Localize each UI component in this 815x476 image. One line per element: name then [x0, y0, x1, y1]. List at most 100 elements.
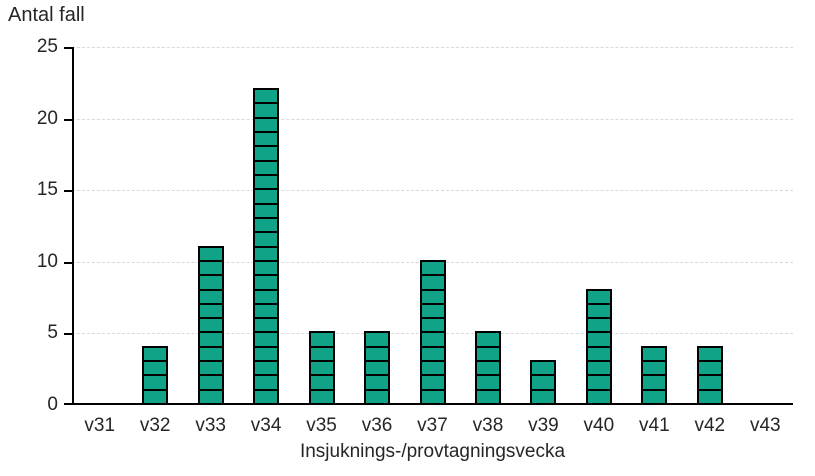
bar-segment: [308, 376, 335, 391]
bar-segment: [641, 376, 668, 391]
bar-segment: [253, 104, 280, 119]
x-tick-label-v32: v32: [139, 415, 171, 436]
bar-v37: [419, 259, 446, 405]
x-axis-labels: v31 v32 v33 v34 v35 v36 v37 v38 v39 v40 v41 v42 v43: [72, 415, 793, 441]
bar-segment: [419, 319, 446, 334]
bar-segment: [197, 261, 224, 277]
bar-v32: [142, 345, 169, 405]
bar-segment: [474, 347, 501, 363]
bar-v36: [364, 331, 391, 405]
bar-segment: [585, 288, 612, 305]
x-tick-label-v42: v42: [694, 415, 726, 436]
x-tick-label-v31: v31: [84, 415, 116, 436]
bar-segment: [474, 331, 501, 348]
bar-segment: [253, 190, 280, 205]
bar-segment: [253, 118, 280, 134]
bar-segment: [641, 362, 668, 377]
y-tick-10: [64, 261, 72, 264]
bar-segment: [253, 233, 280, 248]
bar-segment: [696, 345, 723, 363]
bar-segment: [585, 362, 612, 377]
bar-segment: [253, 290, 280, 305]
bar-segment: [696, 362, 723, 377]
bar-segment: [142, 362, 169, 377]
bar-segment: [253, 276, 280, 291]
gridline-y-15: [72, 190, 793, 192]
x-tick-label-v39: v39: [528, 415, 559, 436]
bar-segment: [197, 362, 224, 377]
bar-v38: [474, 331, 501, 405]
x-tick-label-v33: v33: [195, 415, 226, 436]
y-axis-line: [72, 47, 74, 405]
bar-segment: [585, 333, 612, 348]
bar-segment: [364, 347, 391, 363]
bar-segment: [253, 376, 280, 391]
x-tick-label-v35: v35: [306, 415, 337, 436]
bar-segment: [419, 290, 446, 305]
x-tick-label-v37: v37: [417, 415, 448, 436]
bar-segment: [419, 276, 446, 291]
y-tick-label-0: 0: [47, 394, 58, 415]
plot-area: [64, 47, 793, 405]
bar-segment: [253, 347, 280, 363]
x-tick-label-v38: v38: [472, 415, 504, 436]
bar-segment: [253, 319, 280, 334]
y-tick-label-5: 5: [47, 322, 58, 344]
bar-segment: [474, 376, 501, 391]
y-tick-label-10: 10: [36, 250, 58, 272]
bar-segment: [419, 376, 446, 391]
x-tick-label-v34: v34: [250, 415, 282, 436]
bar-segment: [253, 333, 280, 348]
bar-segment: [142, 376, 169, 391]
bar-segment: [308, 347, 335, 363]
bar-segment: [253, 218, 280, 234]
y-tick-5: [64, 333, 72, 336]
bar-segment: [641, 345, 668, 363]
bar-segment: [585, 304, 612, 320]
y-tick-label-20: 20: [36, 107, 58, 129]
bar-segment: [197, 376, 224, 391]
bar-segment: [253, 204, 280, 219]
bar-segment: [530, 376, 557, 391]
bar-segment: [253, 261, 280, 277]
bar-segment: [474, 362, 501, 377]
y-tick-0: [64, 403, 72, 405]
bar-segment: [197, 347, 224, 363]
bar-segment: [419, 333, 446, 348]
bar-segment: [253, 304, 280, 320]
gridline-y-25: [72, 47, 793, 48]
bar-v41: [641, 345, 668, 405]
x-axis-line: [72, 403, 793, 405]
bar-segment: [419, 347, 446, 363]
bar-segment: [419, 362, 446, 377]
bar-segment: [253, 247, 280, 262]
bar-v34: [253, 88, 280, 405]
bar-v42: [696, 345, 723, 405]
bar-segment: [197, 245, 224, 262]
bar-segment: [585, 376, 612, 391]
bar-v40: [585, 288, 612, 405]
bar-segment: [696, 376, 723, 391]
bar-segment: [308, 362, 335, 377]
bar-segment: [364, 331, 391, 348]
chart-title: Antal fall: [8, 4, 85, 26]
bar-segment: [197, 304, 224, 320]
bar-segment: [197, 290, 224, 305]
y-tick-label-25: 25: [36, 36, 58, 57]
x-axis-title: Insjuknings-/provtagningsvecka: [299, 441, 566, 462]
y-axis-labels: 0 5 10 15 20 25: [0, 36, 58, 415]
bar-segment: [253, 362, 280, 377]
bar-segment: [253, 176, 280, 191]
bar-segment: [253, 133, 280, 148]
bar-segment: [253, 161, 280, 176]
bar-segment: [585, 347, 612, 363]
x-tick-label-v41: v41: [639, 415, 670, 436]
bar-segment: [197, 319, 224, 334]
bar-segment: [585, 319, 612, 334]
y-tick-label-15: 15: [36, 179, 58, 201]
x-tick-label-v36: v36: [361, 415, 393, 436]
bars-layer: [72, 47, 793, 405]
bar-v33: [197, 245, 224, 405]
x-tick-label-v43: v43: [749, 415, 781, 436]
